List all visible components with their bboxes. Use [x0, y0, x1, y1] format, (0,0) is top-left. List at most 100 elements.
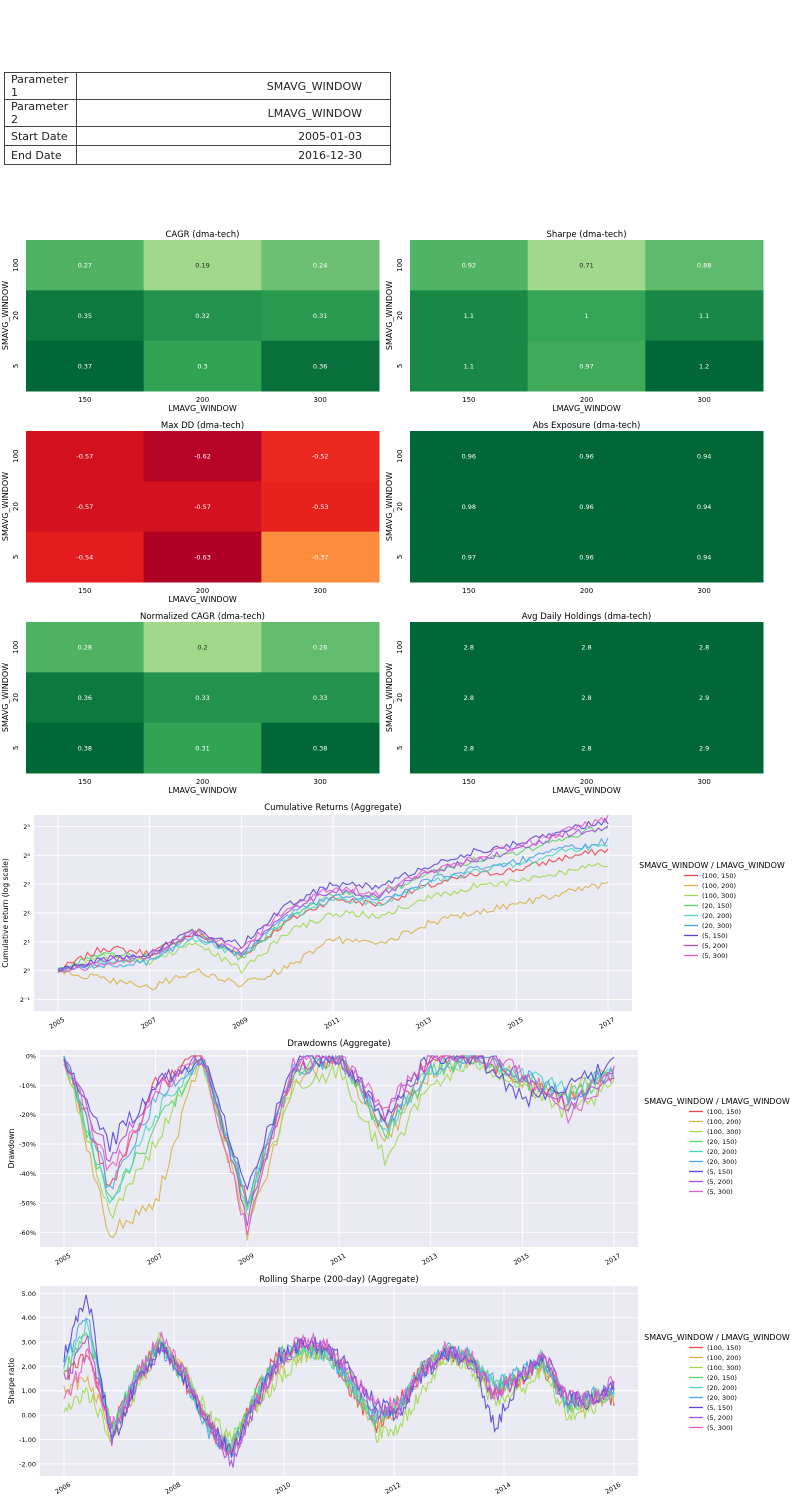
heatmap-y-tick: 100	[396, 258, 404, 271]
heatmap-cell	[26, 722, 145, 774]
x-tick-label: 2017	[598, 1016, 616, 1031]
heatmap-cell	[410, 290, 529, 342]
heatmap-title: Avg Daily Holdings (dma-tech)	[522, 612, 651, 622]
heatmap-cell	[26, 622, 145, 673]
heatmap-cell	[410, 672, 529, 724]
legend-label: (5, 200)	[707, 1178, 733, 1186]
heatmap-cell-label: 2.8	[464, 744, 474, 752]
heatmap-y-tick: 100	[12, 640, 20, 653]
heatmap-x-tick: 150	[78, 587, 91, 595]
heatmap-cell-label: 0.36	[313, 362, 327, 370]
heatmap-cell-label: 0.96	[579, 453, 593, 461]
heatmap-cell-label: 2.8	[464, 644, 474, 652]
parameter-key: Parameter 1	[4, 72, 77, 100]
heatmap-cell	[143, 481, 262, 533]
heatmap-cell-label: 0.96	[579, 553, 593, 561]
y-tick-label: 2²	[23, 910, 30, 918]
heatmap-cell-label: 1	[584, 312, 588, 320]
heatmap-cell	[26, 672, 145, 724]
heatmap-ylabel: SMAVG_WINDOW	[1, 472, 10, 541]
x-tick-label: 2010	[274, 1481, 292, 1496]
x-tick-label: 2015	[512, 1252, 530, 1267]
x-tick-label: 2017	[604, 1252, 622, 1267]
heatmap-cell-label: 0.33	[313, 694, 327, 702]
heatmap-cell-label: 0.71	[579, 262, 593, 270]
heatmap-cell-label: 0.92	[462, 262, 476, 270]
heatmap-cell-label: 0.94	[697, 503, 711, 511]
x-tick-label: 2006	[54, 1481, 72, 1496]
heatmap-cell-label: 2.8	[581, 694, 591, 702]
heatmap-x-tick: 200	[580, 587, 593, 595]
heatmap-cell-label: 0.32	[195, 312, 209, 320]
heatmap-ylabel: SMAVG_WINDOW	[1, 281, 10, 350]
heatmap-cell-label: 0.97	[579, 362, 593, 370]
heatmap-ylabel: SMAVG_WINDOW	[1, 663, 10, 732]
heatmap-title: Max DD (dma-tech)	[161, 421, 244, 431]
x-tick-label: 2015	[506, 1016, 524, 1031]
heatmap-cell	[410, 722, 529, 774]
heatmap-cell	[261, 481, 380, 533]
heatmap-cell	[645, 722, 764, 774]
legend-label: (100, 150)	[702, 872, 736, 880]
heatmap-x-tick: 200	[580, 396, 593, 404]
legend-label: (5, 150)	[707, 1168, 733, 1176]
series-line	[63, 1054, 615, 1236]
heatmap-cell	[645, 290, 764, 342]
heatmap-5: Normalized CAGR (dma-tech) 0.28 0.2 0.26 100…	[1, 612, 380, 795]
legend-label: (5, 150)	[702, 932, 728, 940]
parameter-table: Parameter 1 SMAVG_WINDOW Parameter 2 LMAVG_…	[4, 72, 391, 165]
heatmap-x-tick: 300	[697, 396, 710, 404]
heatmap-cell-label: 0.98	[462, 503, 476, 511]
heatmap-cell-label: 2.8	[699, 644, 709, 652]
heatmap-cell	[527, 672, 646, 724]
x-tick-label: 2008	[164, 1481, 182, 1496]
heatmap-y-tick: 20	[12, 311, 20, 320]
x-tick-label: 2016	[604, 1481, 622, 1496]
heatmap-x-tick: 200	[580, 778, 593, 786]
heatmap-cell-label: 0.37	[78, 362, 92, 370]
y-tick-label: 2³	[23, 881, 30, 889]
y-tick-label: -2.00	[19, 1460, 36, 1468]
y-tick-label: 0%	[26, 1052, 36, 1060]
y-tick-label: 5.00	[22, 1290, 36, 1298]
heatmap-cell	[645, 240, 764, 291]
heatmap-cell-label: -0.37	[312, 553, 329, 561]
heatmap-cell-label: -0.63	[194, 553, 211, 561]
legend-label: (20, 300)	[707, 1394, 737, 1402]
heatmap-6: Avg Daily Holdings (dma-tech) 2.8 2.8 2.8 10…	[385, 612, 764, 795]
heatmap-y-tick: 100	[12, 258, 20, 271]
heatmap-cell-label: 1.2	[699, 362, 709, 370]
heatmap-cell-label: 0.24	[313, 262, 327, 270]
y-tick-label: -20%	[19, 1111, 36, 1119]
heatmap-cell	[143, 340, 262, 392]
x-tick-label: 2005	[48, 1016, 66, 1031]
heatmap-cell	[527, 240, 646, 291]
heatmap-ylabel: SMAVG_WINDOW	[385, 663, 394, 732]
heatmap-cell-label: 1.1	[464, 362, 474, 370]
heatmap-x-tick: 200	[196, 778, 209, 786]
legend-title: SMAVG_WINDOW / LMAVG_WINDOW	[639, 861, 785, 870]
heatmap-xlabel: LMAVG_WINDOW	[552, 786, 621, 795]
heatmap-xlabel: LMAVG_WINDOW	[168, 595, 237, 604]
heatmap-cell-label: -0.53	[312, 503, 329, 511]
heatmap-cell-label: 0.2	[197, 644, 207, 652]
y-axis-label: Drawdown	[7, 1128, 16, 1168]
heatmap-x-tick: 150	[462, 396, 475, 404]
heatmap-cell-label: 2.9	[699, 694, 709, 702]
heatmap-ylabel: SMAVG_WINDOW	[385, 472, 394, 541]
y-tick-label: 2⁴	[23, 852, 30, 860]
heatmap-y-tick: 100	[12, 449, 20, 462]
y-tick-label: 2⁰	[23, 967, 30, 975]
heatmap-cell	[645, 531, 764, 583]
parameter-key: Start Date	[4, 126, 77, 146]
chart-title: Rolling Sharpe (200-day) (Aggregate)	[259, 1275, 418, 1285]
heatmap-cell	[26, 481, 145, 533]
heatmap-cell	[645, 672, 764, 724]
heatmap-y-tick: 5	[12, 364, 20, 368]
heatmap-cell-label: 0.88	[697, 262, 711, 270]
heatmap-cell	[527, 531, 646, 583]
chart-title: Drawdowns (Aggregate)	[287, 1039, 390, 1049]
y-tick-label: -1.00	[19, 1436, 36, 1444]
heatmap-cell	[410, 431, 529, 482]
heatmap-cell-label: -0.57	[76, 453, 93, 461]
